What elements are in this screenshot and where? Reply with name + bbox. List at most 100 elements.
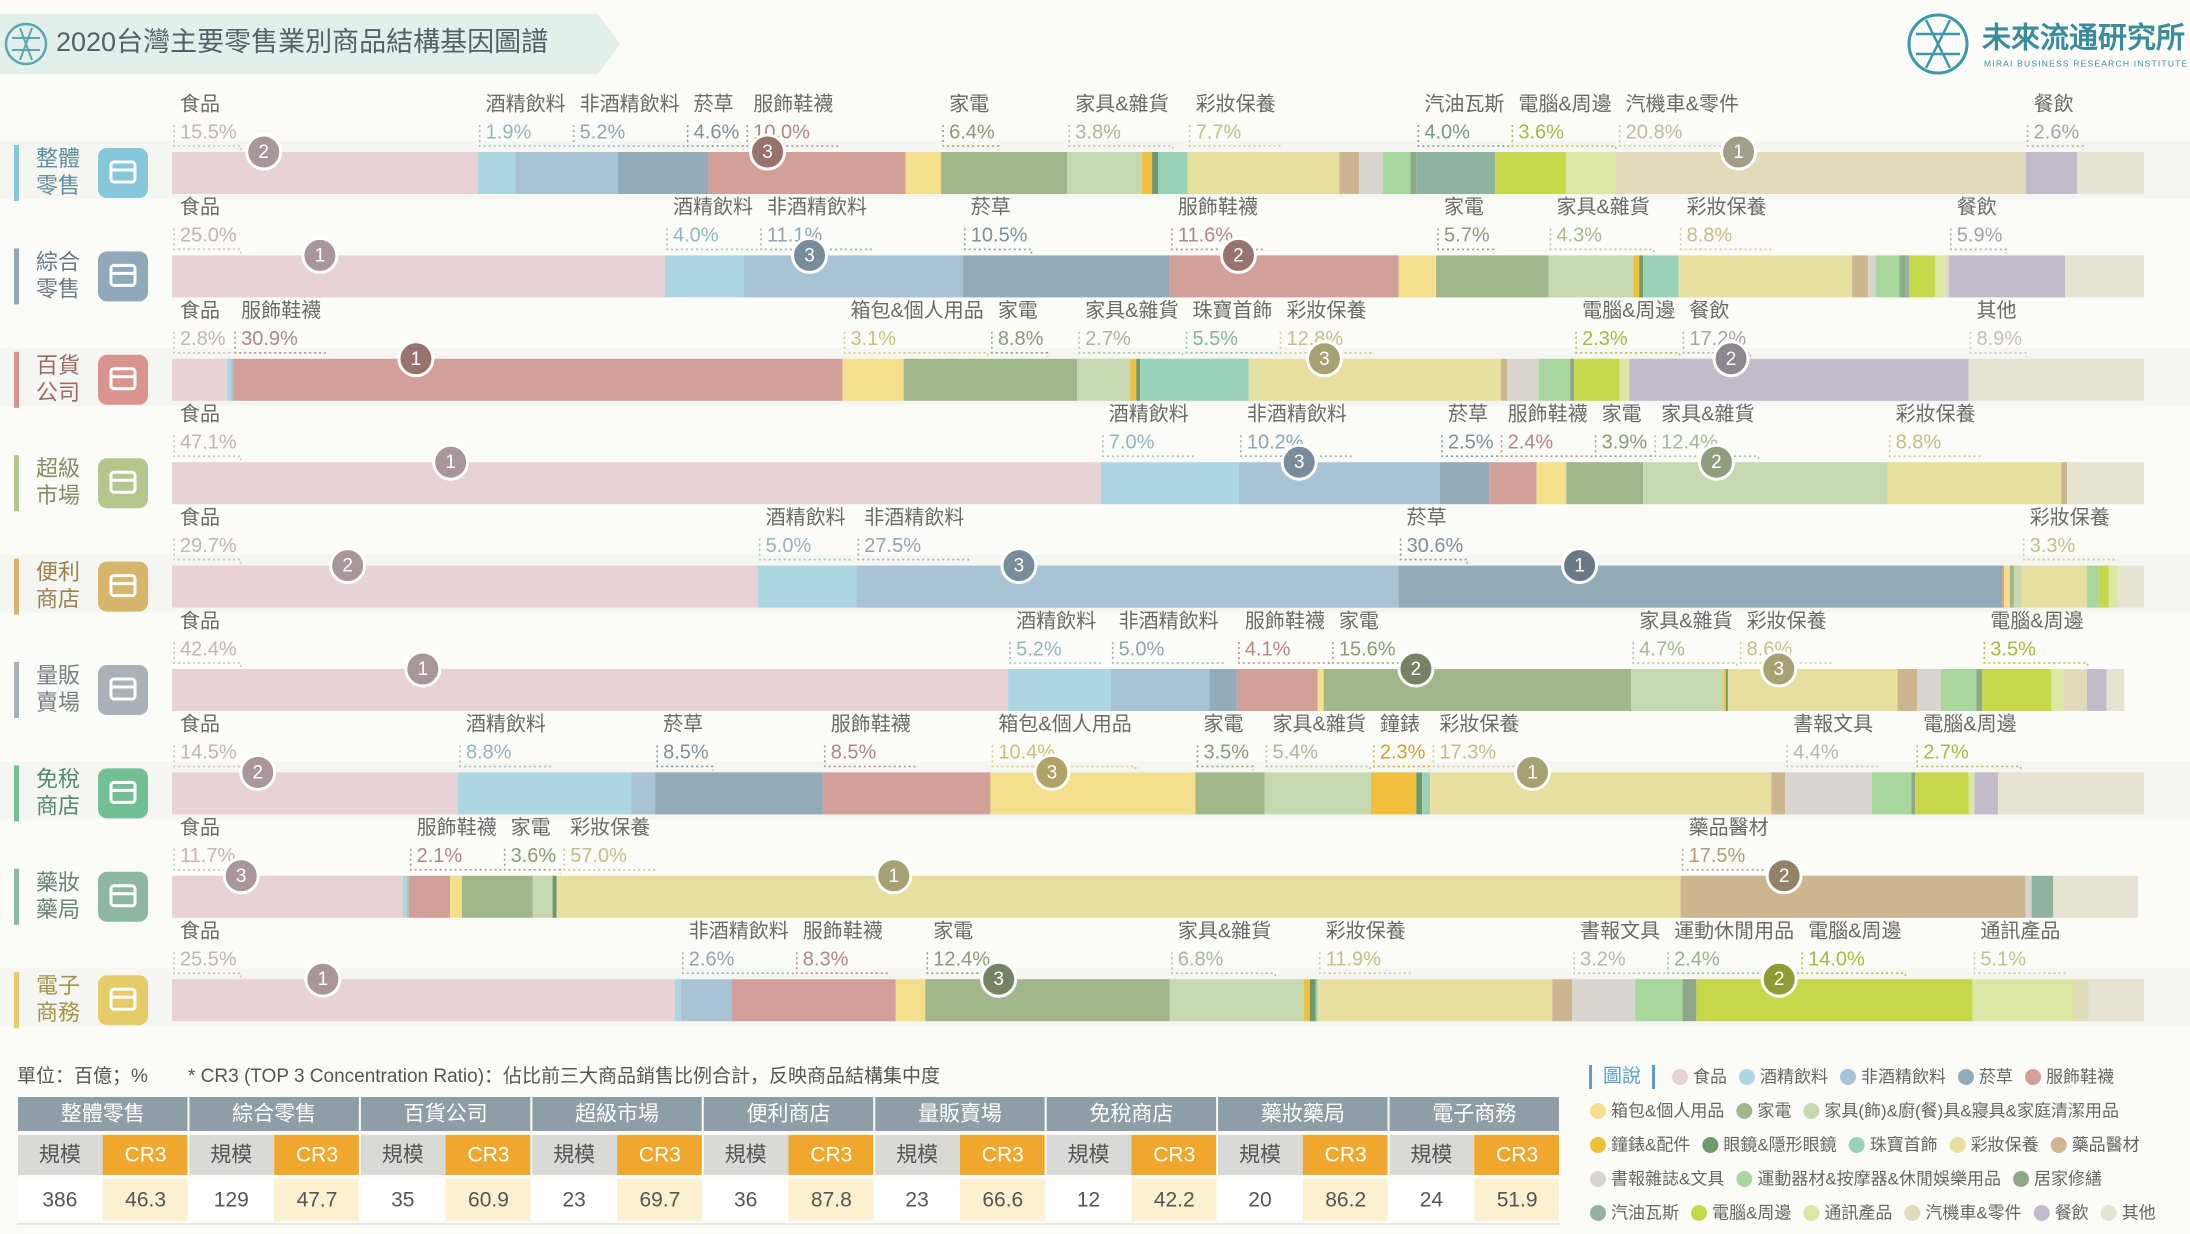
segment-labels: 食品 2.8% 服飾鞋襪 30.9% 箱包&個人用品 3.1% 家電 8.8% 家具&雜貨 2.7… <box>173 299 2027 357</box>
segment-leader <box>991 745 1137 771</box>
segment-value-label: 17.3% <box>1439 742 1496 764</box>
bar-segment <box>2013 565 2022 608</box>
segment-leader <box>857 538 970 564</box>
rank-badge <box>875 857 913 895</box>
segment-value-label: 5.5% <box>1192 328 1238 350</box>
segment-leader <box>1682 331 1751 357</box>
segment-value-label: 25.0% <box>180 225 237 247</box>
rank-badge <box>1305 340 1343 378</box>
legend-swatch <box>1949 1137 1966 1153</box>
rank-badge <box>980 960 1018 998</box>
segment-leader <box>409 848 502 874</box>
table-subheader: CR3 <box>1496 1144 1538 1167</box>
bar-segment <box>903 358 1078 401</box>
segment-value-label: 2.6% <box>2034 121 2080 143</box>
table-subheader-cell <box>875 1135 960 1175</box>
bar-segment <box>1538 358 1571 401</box>
segment-value-label: 8.8% <box>1687 225 1733 247</box>
segment-value-label: 8.8% <box>998 328 1044 350</box>
segment-name: 服飾鞋襪 <box>241 299 321 322</box>
bar-segment <box>2086 565 2099 608</box>
bar-segment <box>477 152 516 194</box>
rank-badge <box>301 236 339 274</box>
segment-name: 食品 <box>180 402 220 425</box>
bar-segment <box>1100 462 1239 505</box>
segment-value-label: 5.9% <box>1957 225 2003 247</box>
segment-value-label: 2.1% <box>417 845 463 867</box>
segment-leader <box>1969 331 2027 357</box>
segment-name: 鐘錶 <box>1380 713 1420 736</box>
segment-leader <box>1801 952 1907 978</box>
legend-swatch <box>1702 1137 1719 1153</box>
table-cr3: 86.2 <box>1325 1189 1366 1212</box>
table-subheader-cell <box>360 1135 446 1175</box>
table-size: 36 <box>734 1189 757 1212</box>
bar-segment <box>1077 358 1131 401</box>
rank-label: 1 <box>411 349 422 370</box>
legend-swatch <box>1590 1137 1606 1153</box>
bar-segment <box>1867 255 1876 298</box>
segment-labels: 食品 11.7% 服飾鞋襪 2.1% 家電 3.6% 彩妝保養 57.0% 藥品醫材 17.5% <box>173 816 1774 874</box>
bar-segment <box>556 875 1681 918</box>
segment-value-label: 4.0% <box>1424 121 1470 143</box>
segment-leader <box>1185 331 1278 357</box>
row-icon-glyph <box>109 367 137 391</box>
table-size: 386 <box>42 1189 77 1212</box>
table-header-cell <box>18 1097 188 1131</box>
legend-label: 箱包&個人用品 <box>1611 1101 1724 1120</box>
legend-label: 汽機車&零件 <box>1925 1203 2021 1222</box>
brand-name: 未來流通研究所 <box>1982 21 2185 55</box>
segment-value-label: 15.6% <box>1339 638 1396 660</box>
segment-leader <box>1196 745 1254 771</box>
segment-name: 家電 <box>1444 196 1484 219</box>
segment-name: 電腦&周邊 <box>1923 713 2016 736</box>
legend-label: 眼鏡&隱形眼鏡 <box>1723 1135 1836 1154</box>
segment-leader <box>1973 952 2066 978</box>
table-cell <box>875 1179 960 1221</box>
segment-name: 菸草 <box>694 92 734 115</box>
segment-leader <box>1437 228 1495 254</box>
segment-leader <box>1632 642 1738 667</box>
segment-value-label: 5.2% <box>580 121 626 143</box>
bar-segment <box>1359 152 1383 194</box>
rank-badge <box>397 340 435 378</box>
bar-segment <box>1398 255 1437 298</box>
bar-segment <box>2061 462 2068 505</box>
segment-name: 食品 <box>180 92 220 115</box>
rank-badge <box>245 133 283 171</box>
segment-value-label: 4.6% <box>694 121 740 143</box>
brand-logo <box>1907 13 1969 75</box>
segment-name: 服飾鞋襪 <box>1178 196 1258 219</box>
table-subheader-cell <box>1131 1135 1217 1175</box>
table-subheader-cell <box>1218 1135 1303 1175</box>
legend-label: 藥品醫材 <box>2072 1135 2140 1154</box>
bar-segment <box>2025 152 2077 194</box>
legend-swatch <box>2033 1205 2050 1221</box>
segment-value-label: 2.7% <box>1085 328 1131 350</box>
bar-segment <box>172 875 403 918</box>
legend-swatch <box>1958 1069 1974 1085</box>
table-cell <box>1218 1179 1303 1221</box>
legend-label: 家具(飾)&廚(餐)具&寢具&家庭清潔用品 <box>1824 1100 2119 1120</box>
segment-value-label: 3.1% <box>850 328 896 350</box>
row-side-bar <box>14 558 19 615</box>
bar-segment <box>1633 255 1640 298</box>
segment-value-label: 30.9% <box>241 328 298 350</box>
bar-segment <box>1639 255 1644 298</box>
segment-leader <box>1009 642 1101 667</box>
segment-leader <box>234 331 326 357</box>
segment-leader <box>1511 125 1617 150</box>
rows: 整體零售食品15.5%酒精飲料1.9%非酒精飲料5.2%菸草4.6%服飾鞋襪10… <box>0 92 2190 1029</box>
segment-value-label: 2.7% <box>1923 742 1969 764</box>
table-header-cell <box>189 1097 359 1131</box>
bar-segment <box>2098 565 2109 608</box>
segment-value-label: 7.0% <box>1109 431 1155 453</box>
legend-swatch <box>1672 1069 1688 1085</box>
bar-segment <box>1436 255 1549 298</box>
table-header: 綜合零售 <box>232 1103 316 1126</box>
segment-value-label: 8.3% <box>803 948 849 970</box>
table-size: 35 <box>391 1189 414 1212</box>
table-cr3: 47.7 <box>297 1189 338 1212</box>
bar-segment <box>1130 358 1137 401</box>
